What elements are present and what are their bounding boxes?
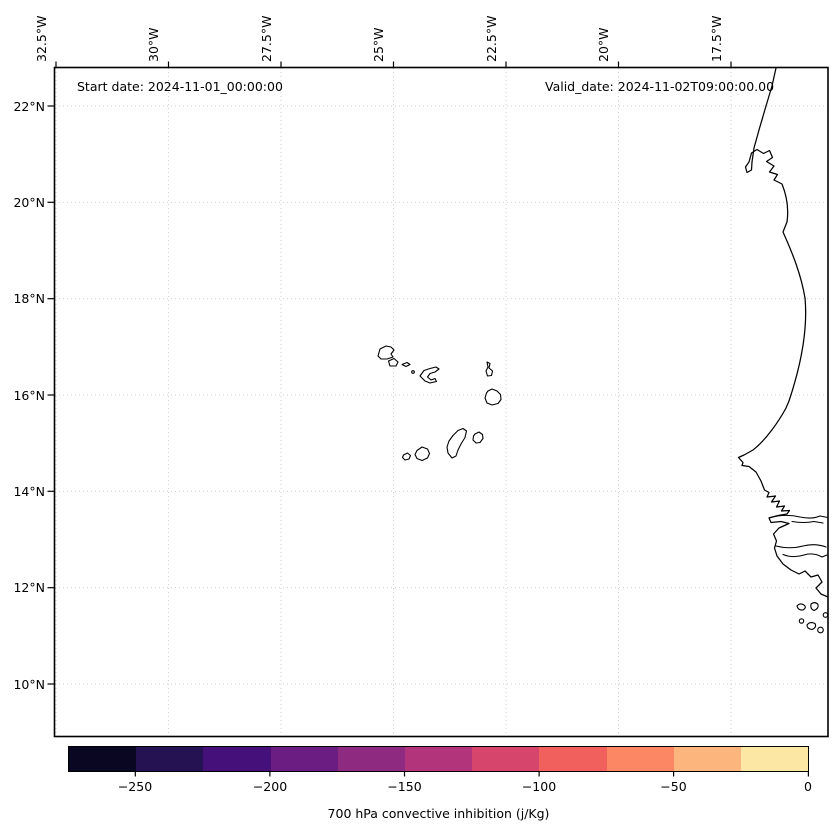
colorbar-swatch [203,747,271,771]
lon-tick-label: 22.5°W [483,15,499,62]
island-santiago [446,427,468,459]
lon-tick-label: 30°W [146,27,161,62]
bijagos-islet [822,612,828,618]
bijagos-islands [796,602,828,634]
colorbar-swatch [69,747,137,771]
colorbar [68,746,809,772]
lon-tick-label: 32.5°W [33,15,49,62]
colorbar-tick-label: −50 [660,779,687,794]
colorbar-swatch [539,747,607,771]
colorbar-tick-label: 0 [804,779,812,794]
coastline-gambia-river [769,514,828,524]
lon-tick-label: 25°W [371,27,386,62]
island-boa-vista [484,388,502,406]
lat-tick-label: 22°N [13,98,45,114]
bijagos-islet [810,602,819,612]
bijagos-islet [817,626,824,634]
colorbar-tick-label: −200 [252,779,288,794]
bijagos-islet [796,603,806,611]
colorbar-swatch [472,747,540,771]
cape-verde-islands [377,345,502,462]
bijagos-islet [798,618,805,624]
colorbar-swatch [606,747,674,771]
colorbar-axis-label: 700 hPa convective inhibition (j/Kg) [327,806,550,821]
axis-ticks [47,61,732,685]
coastline-casamance [775,544,828,558]
colorbar-tick-label: −100 [521,779,557,794]
colorbar-tick-label: −250 [117,779,153,794]
colorbar-swatch [337,747,405,771]
colorbar-tick-label: −150 [387,779,422,794]
lat-tick-label: 12°N [13,580,45,596]
colorbar-swatch [740,747,809,771]
colorbar-swatch [404,747,473,771]
island-santa-luzia [401,361,411,368]
lon-tick-label: 20°W [596,27,611,62]
island-sal [485,361,494,377]
island-santo-antao [377,345,395,360]
island-maio [472,431,484,444]
colorbar-swatch [270,747,338,771]
island-sao-nicolau [419,366,440,384]
islet-branco [411,370,415,374]
lat-tick-label: 18°N [13,291,45,307]
colorbar-ticks [134,772,810,777]
bijagos-islet [806,621,817,631]
island-brava [401,452,412,461]
colorbar-swatch [136,747,204,771]
coastline-west-africa [737,67,828,598]
island-fogo [414,446,431,462]
start-date-annotation: Start date: 2024-11-01_00:00:00 [77,78,283,94]
island-sao-vicente [387,357,399,367]
plot-border [53,66,829,738]
colorbar-swatch [673,747,741,771]
lat-tick-label: 10°N [13,676,45,692]
lat-tick-label: 16°N [13,387,45,403]
lon-tick-label: 17.5°W [708,15,724,62]
lat-tick-label: 20°N [13,194,45,210]
lon-tick-label: 27.5°W [258,15,274,62]
graticule [55,68,828,736]
valid-date-annotation: Valid_date: 2024-11-02T09:00:00.00 [545,78,775,94]
lat-tick-label: 14°N [13,483,45,499]
